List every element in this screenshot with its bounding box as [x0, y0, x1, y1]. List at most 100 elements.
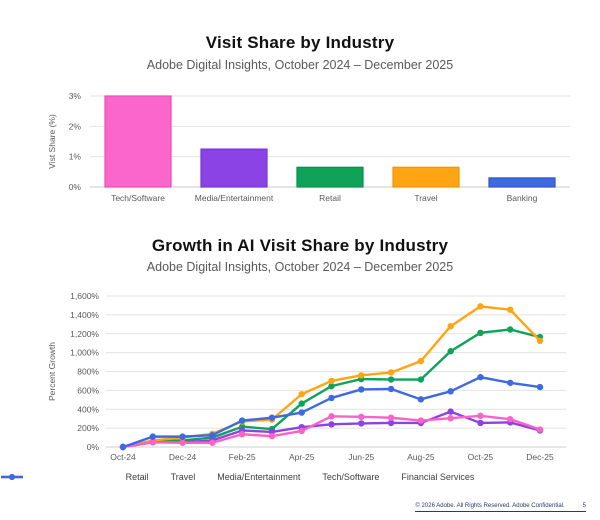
data-point	[179, 433, 186, 440]
data-point	[477, 412, 484, 420]
data-point	[179, 439, 186, 446]
data-point	[298, 400, 305, 407]
data-point	[417, 396, 425, 403]
data-point	[387, 385, 395, 393]
data-point	[328, 421, 335, 428]
bar	[488, 177, 556, 188]
data-point	[477, 303, 484, 310]
data-point	[298, 427, 305, 435]
legend-dot	[9, 474, 15, 480]
legend-item-tech-software: Tech/Software	[1, 472, 380, 482]
footer-copyright: © 2026 Adobe. All Rights Reserved. Adobe…	[415, 503, 565, 509]
x-tick-label: Dec-25	[526, 452, 554, 462]
legend-label: Travel	[170, 472, 196, 482]
line-chart: 0% 200% 400% 600% 800% 1,000% 1,200% 1,400% 1,60…	[47, 291, 566, 462]
bar	[296, 166, 364, 188]
x-tick-label: Jun-25	[348, 452, 374, 462]
data-point	[328, 382, 335, 390]
data-point	[507, 306, 514, 313]
y-tick-label: 1,000%	[70, 348, 99, 358]
x-tick-label: Oct-24	[110, 452, 136, 462]
x-tick-label: Feb-25	[229, 452, 256, 462]
y-tick-label: 600%	[77, 385, 99, 395]
data-point	[238, 417, 246, 424]
data-point	[417, 417, 425, 424]
data-point	[387, 376, 395, 383]
y-tick-label: 0%	[69, 182, 82, 192]
y-tick-label: 800%	[77, 367, 99, 377]
x-tick-label: Apr-25	[289, 452, 315, 462]
category-label: Banking	[507, 193, 538, 203]
line-chart-title: Growth in AI Visit Share by Industry	[151, 236, 449, 255]
y-tick-label: 200%	[77, 423, 99, 433]
data-point	[387, 419, 395, 427]
legend-item-financial-services: Financial Services	[1, 472, 475, 482]
legend-label: Tech/Software	[322, 472, 380, 482]
data-point	[477, 373, 484, 381]
category-label: Travel	[414, 193, 437, 203]
line-chart-legend: Retail Travel Media/Entertainment Tech/Soft…	[0, 472, 600, 482]
x-tick-label: Oct-25	[468, 452, 494, 462]
x-tick-label: Aug-25	[407, 452, 435, 462]
data-point	[209, 439, 216, 446]
y-tick-label: 3%	[69, 91, 82, 101]
data-point	[447, 388, 454, 395]
y-tick-label: 0%	[87, 442, 100, 452]
bar	[200, 148, 268, 188]
footer: © 2026 Adobe. All Rights Reserved. Adobe…	[415, 503, 586, 512]
x-tick-label: Dec-24	[169, 452, 197, 462]
bar-chart-subtitle: Adobe Digital Insights, October 2024 – D…	[146, 58, 454, 72]
data-point	[298, 390, 305, 398]
data-point	[268, 414, 276, 421]
bar-chart: 0% 1% 2% 3% Tech/Software Media/Entertainment…	[47, 91, 570, 203]
data-point	[387, 369, 395, 376]
y-tick-label: 1,400%	[70, 310, 99, 320]
y-axis-label: Vist Share (%)	[47, 114, 57, 169]
category-label: Media/Entertainment	[195, 193, 274, 203]
data-point	[328, 394, 335, 402]
bar	[104, 95, 172, 188]
data-point	[447, 323, 454, 330]
y-tick-label: 1,200%	[70, 329, 99, 339]
legend-label: Media/Entertainment	[217, 472, 301, 482]
data-point	[477, 419, 484, 427]
data-point	[149, 433, 156, 440]
data-point	[387, 414, 395, 421]
data-point	[268, 432, 276, 440]
line-chart-subtitle: Adobe Digital Insights, October 2024 – D…	[146, 260, 454, 274]
legend-label: Retail	[125, 472, 149, 482]
data-point	[536, 426, 544, 433]
data-point	[417, 376, 425, 383]
data-point	[209, 432, 216, 439]
data-point	[328, 377, 335, 385]
data-point	[358, 413, 365, 420]
data-point	[477, 329, 484, 337]
data-point	[447, 415, 454, 422]
footer-page-number: 5	[582, 503, 586, 509]
data-point	[238, 431, 246, 438]
legend-marker-icon	[1, 474, 23, 480]
data-point	[358, 420, 365, 427]
legend-item-travel: Travel	[1, 472, 196, 482]
data-point	[507, 379, 514, 387]
data-point	[536, 383, 544, 391]
data-point	[358, 372, 365, 379]
y-tick-label: 2%	[69, 121, 82, 131]
data-point	[298, 409, 305, 416]
legend-item-media-entertainment: Media/Entertainment	[1, 472, 301, 482]
data-point	[119, 443, 127, 451]
data-point	[358, 386, 365, 393]
data-point	[149, 439, 156, 446]
data-point	[447, 408, 454, 415]
data-point	[447, 348, 454, 355]
y-axis-label: Percent Growth	[47, 342, 57, 401]
data-point	[507, 415, 514, 423]
y-tick-label: 1%	[69, 152, 82, 162]
data-point	[536, 337, 544, 345]
y-tick-label: 1,600%	[70, 291, 99, 301]
legend-item-retail: Retail	[1, 472, 149, 482]
bar-chart-title: Visit Share by Industry	[205, 33, 395, 52]
legend-label: Financial Services	[401, 472, 475, 482]
y-tick-label: 400%	[77, 404, 99, 414]
